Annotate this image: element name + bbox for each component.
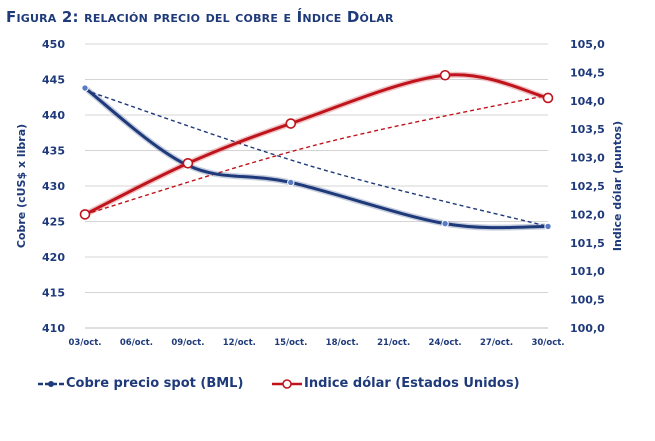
x-tick-label: 27/oct. <box>480 338 513 348</box>
y-left-axis-title: Cobre (cUS$ x libra) <box>15 124 28 248</box>
y-left-tick-label: 440 <box>42 109 65 122</box>
y-right-tick-label: 102,5 <box>570 180 605 193</box>
y-right-tick-label: 103,0 <box>570 152 605 165</box>
copper-point <box>441 219 449 228</box>
legend-dollar-swatch <box>272 378 302 389</box>
y-right-tick-label: 104,0 <box>570 95 605 108</box>
y-left-tick-label: 450 <box>42 38 65 51</box>
trendlines <box>84 89 549 228</box>
axis-labels: 410 415 420 425 430 435 440 445 450 100,0 100,5 101… <box>15 38 624 348</box>
y-right-tick-label: 101,0 <box>570 265 605 278</box>
y-right-tick-label: 101,5 <box>570 237 605 250</box>
dollar-trendline <box>84 94 549 216</box>
x-tick-label: 09/oct. <box>171 338 204 348</box>
dollar-point <box>182 157 194 169</box>
legend-copper-label: Cobre precio spot (BML) <box>66 376 244 391</box>
y-right-axis-title: Indice dólar (puntos) <box>611 121 624 251</box>
series-markers <box>79 69 554 231</box>
y-right-tick-label: 100,0 <box>570 322 605 335</box>
y-left-tick-label: 420 <box>42 251 65 264</box>
x-tick-label: 24/oct. <box>429 338 462 348</box>
y-left-tick-label: 425 <box>42 216 65 229</box>
legend-item-dollar: Indice dólar (Estados Unidos) <box>272 376 520 391</box>
chart-title: Figura 2: relación precio del cobre e Ín… <box>6 8 394 26</box>
copper-point <box>81 84 89 92</box>
dollar-point <box>542 92 554 104</box>
series-lines <box>82 71 551 231</box>
dollar-point <box>439 69 451 81</box>
y-right-tick-label: 105,0 <box>570 38 605 51</box>
y-right-tick-label: 102,0 <box>570 208 605 221</box>
y-right-tick-label: 100,5 <box>570 294 605 307</box>
y-left-tick-label: 435 <box>42 145 65 158</box>
copper-point <box>287 178 295 187</box>
dollar-point <box>79 209 91 220</box>
x-tick-label: 18/oct. <box>326 338 359 348</box>
x-tick-label: 15/oct. <box>274 338 307 348</box>
x-tick-label: 30/oct. <box>531 338 564 348</box>
legend-dollar-label: Indice dólar (Estados Unidos) <box>304 376 520 391</box>
legend-copper-swatch <box>38 380 64 387</box>
y-left-tick-label: 410 <box>42 322 65 335</box>
y-left-tick-label: 415 <box>42 287 65 300</box>
x-tick-label: 21/oct. <box>377 338 410 348</box>
dollar-point <box>285 118 297 129</box>
y-right-tick-label: 104,5 <box>570 66 605 79</box>
copper-point <box>544 222 552 231</box>
y-right-tick-label: 103,5 <box>570 123 605 136</box>
legend-item-copper: Cobre precio spot (BML) <box>38 376 243 391</box>
y-left-tick-label: 430 <box>42 180 65 193</box>
x-tick-label: 06/oct. <box>120 338 153 348</box>
x-tick-label: 03/oct. <box>68 338 101 348</box>
y-left-tick-label: 445 <box>42 74 65 87</box>
x-tick-label: 12/oct. <box>223 338 256 348</box>
copper-trendline <box>84 89 549 228</box>
